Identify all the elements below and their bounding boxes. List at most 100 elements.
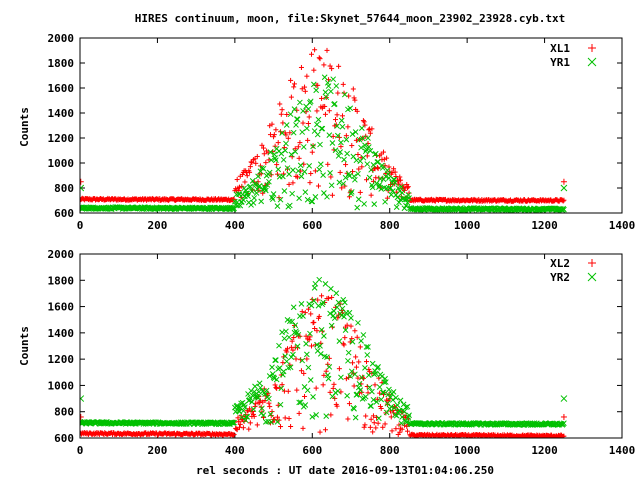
data-point [561,197,567,203]
data-point [309,343,315,349]
data-point [308,171,314,177]
data-point [317,351,324,357]
data-point [313,385,319,391]
data-point [317,343,323,349]
data-point [291,81,297,87]
data-point [346,172,353,179]
data-point [373,399,380,405]
data-point [285,135,291,141]
data-point [343,136,350,143]
data-point [347,373,354,379]
data-point [560,178,567,185]
data-point [359,164,365,170]
data-point [314,108,320,114]
data-point [292,146,298,152]
data-point [316,313,322,319]
data-point [305,120,311,126]
data-point [286,334,292,341]
data-point [380,424,386,430]
data-point [362,148,369,155]
data-point [325,83,332,89]
data-point [369,360,376,367]
data-point [314,328,320,334]
data-point [295,168,302,174]
data-point [316,55,322,61]
data-point [348,190,354,197]
bottom-legend-marker-1 [588,259,596,267]
data-point [288,151,295,158]
data-point [333,290,340,297]
data-point [379,165,386,171]
data-point [247,164,253,170]
data-point [257,384,264,391]
data-point [315,183,321,189]
data-point [322,103,328,109]
data-point [375,420,381,426]
data-point [402,196,409,203]
data-point [307,334,313,340]
data-point [560,413,567,420]
data-point [362,364,368,371]
data-point [342,327,349,333]
data-point [334,123,340,129]
bottom-panel-ylabel: Counts [18,326,31,366]
data-point [334,388,341,394]
data-point [356,381,363,387]
data-point [312,47,318,53]
data-point [320,172,326,178]
data-point [253,160,259,166]
data-point [284,349,290,355]
data-point [312,168,318,174]
legend-marker-YR2 [587,272,597,282]
data-point [330,133,336,139]
data-point [279,130,285,136]
data-point [250,200,257,206]
data-point [398,183,405,190]
data-point [363,359,369,365]
data-point [306,114,312,120]
data-point [294,343,301,350]
data-point [360,118,366,124]
y-tick-label: 1800 [48,57,75,70]
bottom-legend-label-1: XL2 [550,257,570,270]
data-point [274,203,281,209]
data-point [399,189,405,196]
data-point [256,182,263,189]
data-point [382,379,389,385]
data-point [266,373,273,379]
data-point [335,90,341,96]
data-point [368,416,374,422]
data-point [343,162,349,168]
data-point [293,116,300,123]
data-point [273,127,279,133]
data-point [313,412,320,418]
data-point [391,166,397,172]
data-point [334,304,340,311]
chart-title: HIRES continuum, moon, file:Skynet_57644… [135,12,565,25]
data-point [324,354,330,360]
bottom-panel-frame [79,253,623,439]
data-point [266,169,273,176]
y-tick-label: 600 [54,207,74,220]
data-point [302,402,309,408]
data-point [308,198,315,205]
data-point [303,340,309,347]
x-tick-label: 1200 [531,444,558,457]
data-point [406,195,412,201]
data-point [560,184,568,192]
data-point [80,184,85,192]
data-point [231,432,237,438]
data-point [267,149,274,155]
data-point [318,327,325,333]
data-point [379,389,386,396]
data-point [338,117,345,124]
data-point [260,165,267,172]
top-panel: Counts 0 200 400 600 800 1000 1200 1400 600 800 10… [18,32,635,232]
data-point [290,180,296,186]
data-point [326,295,332,301]
data-point [307,377,314,383]
data-point [381,379,388,385]
data-point [382,198,388,205]
data-point [279,382,285,388]
data-point [354,204,361,211]
